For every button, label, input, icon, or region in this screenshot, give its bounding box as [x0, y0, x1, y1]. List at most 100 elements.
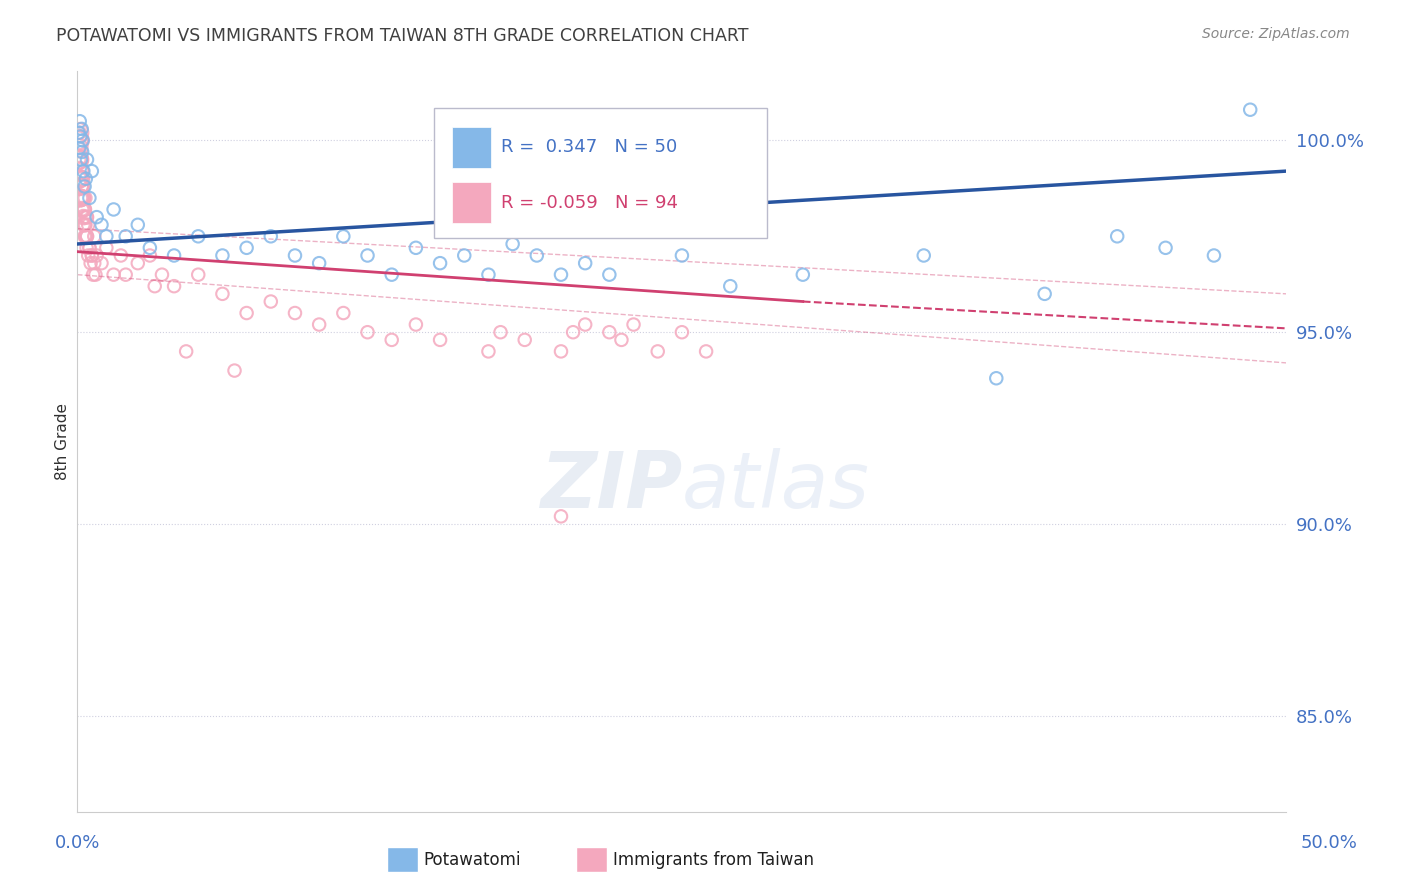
Point	[143, 279, 166, 293]
Point	[405, 318, 427, 332]
Point	[405, 241, 427, 255]
Point	[76, 153, 98, 167]
Point	[235, 241, 257, 255]
Point	[75, 229, 97, 244]
Point	[67, 133, 90, 147]
Point	[72, 218, 94, 232]
Point	[75, 191, 97, 205]
Point	[453, 248, 475, 262]
Point	[139, 241, 162, 255]
Point	[73, 218, 96, 232]
Point	[70, 122, 93, 136]
Text: atlas: atlas	[682, 448, 870, 524]
Point	[80, 248, 103, 262]
Point	[114, 268, 136, 282]
Point	[72, 191, 94, 205]
Point	[70, 145, 93, 159]
Point	[550, 509, 572, 524]
Point	[284, 248, 307, 262]
Point	[356, 248, 378, 262]
Point	[73, 179, 96, 194]
Point	[70, 191, 93, 205]
Point	[70, 191, 93, 205]
FancyBboxPatch shape	[434, 108, 766, 238]
Point	[513, 333, 536, 347]
Text: R =  0.347   N = 50: R = 0.347 N = 50	[501, 138, 676, 156]
Point	[695, 344, 717, 359]
Point	[73, 202, 96, 217]
Point	[526, 248, 548, 262]
Point	[103, 202, 125, 217]
Point	[82, 268, 104, 282]
Point	[70, 191, 93, 205]
Point	[235, 306, 257, 320]
Point	[103, 268, 125, 282]
Point	[77, 248, 100, 262]
Point	[356, 325, 378, 339]
Point	[260, 229, 283, 244]
Point	[1239, 103, 1261, 117]
Point	[562, 325, 585, 339]
Point	[647, 344, 669, 359]
Point	[73, 202, 96, 217]
Point	[66, 133, 89, 147]
Point	[67, 126, 90, 140]
Point	[610, 333, 633, 347]
Point	[187, 229, 209, 244]
Point	[69, 171, 91, 186]
Point	[75, 218, 97, 232]
Point	[67, 153, 90, 167]
Point	[211, 286, 233, 301]
Text: 0.0%: 0.0%	[55, 834, 100, 852]
Point	[72, 210, 94, 224]
Point	[73, 210, 96, 224]
Point	[75, 229, 97, 244]
Point	[429, 333, 451, 347]
Point	[67, 153, 90, 167]
Point	[76, 241, 98, 255]
Point	[718, 279, 741, 293]
Point	[574, 256, 596, 270]
Point	[332, 229, 354, 244]
Point	[114, 229, 136, 244]
Point	[67, 164, 90, 178]
Bar	[453, 182, 491, 223]
Point	[76, 210, 98, 224]
Point	[67, 179, 90, 194]
Point	[110, 248, 132, 262]
Point	[139, 248, 162, 262]
Point	[69, 114, 91, 128]
Text: R = -0.059   N = 94: R = -0.059 N = 94	[501, 194, 678, 212]
Point	[163, 279, 186, 293]
Point	[67, 141, 90, 155]
Point	[72, 191, 94, 205]
Point	[332, 306, 354, 320]
Point	[96, 229, 118, 244]
Point	[86, 210, 108, 224]
Point	[69, 164, 91, 178]
Point	[69, 191, 91, 205]
Point	[429, 256, 451, 270]
Point	[77, 218, 100, 232]
Point	[598, 325, 620, 339]
Point	[550, 268, 572, 282]
Point	[381, 268, 404, 282]
Point	[127, 256, 149, 270]
Point	[67, 153, 90, 167]
Point	[69, 179, 91, 194]
Point	[90, 218, 112, 232]
Point	[73, 229, 96, 244]
Point	[1202, 248, 1225, 262]
Point	[211, 248, 233, 262]
Point	[70, 179, 93, 194]
Point	[1033, 286, 1056, 301]
Point	[1154, 241, 1177, 255]
Text: Potawatomi: Potawatomi	[423, 851, 520, 869]
Point	[986, 371, 1008, 385]
Point	[477, 344, 499, 359]
Point	[174, 344, 197, 359]
Point	[70, 202, 93, 217]
Point	[69, 171, 91, 186]
Point	[70, 171, 93, 186]
Text: Source: ZipAtlas.com: Source: ZipAtlas.com	[1202, 27, 1350, 41]
